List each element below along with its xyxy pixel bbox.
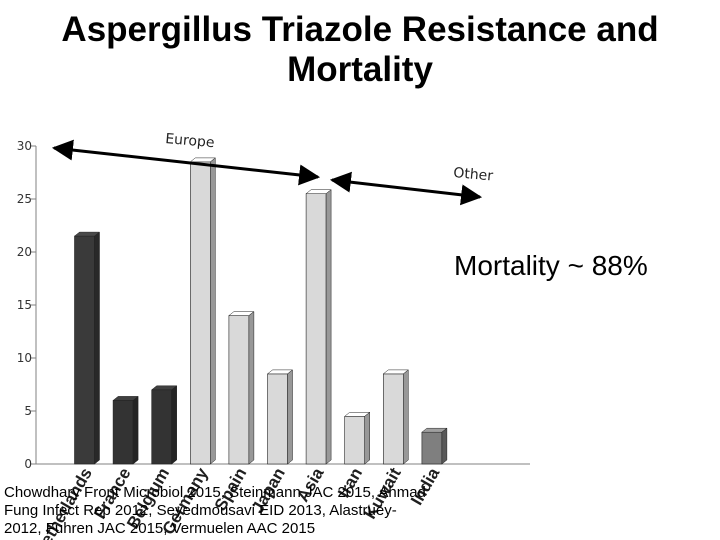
bar-front <box>190 161 211 465</box>
y-tick-label: 30 <box>17 139 32 153</box>
bar-kuwait <box>382 369 410 465</box>
mortality-annotation: Mortality ~ 88% <box>454 250 648 281</box>
y-tick-label: 5 <box>24 404 32 418</box>
y-tick-label: 20 <box>17 245 32 259</box>
bar-belgium <box>150 385 178 465</box>
bar-front <box>151 389 172 465</box>
citation-line-3: 2012, Fuhren JAC 2015, Vermuelen AAC 201… <box>4 520 316 537</box>
bar-iran <box>343 411 371 465</box>
bar-front <box>344 415 366 465</box>
bar-front <box>74 235 95 465</box>
bar-side <box>94 231 100 465</box>
bar-germany <box>189 157 217 465</box>
bar-front <box>228 315 250 465</box>
bar-side <box>364 411 370 465</box>
bar-front <box>267 373 288 465</box>
citation-line-1: Chowdhary Front Microbiol 2015, Steinman… <box>4 484 426 501</box>
y-tick-label: 15 <box>17 298 32 312</box>
bar-front <box>305 193 327 465</box>
bar-layer <box>73 157 448 465</box>
europe-label: Europe <box>165 131 215 151</box>
bar-side <box>287 369 293 465</box>
bar-japan <box>266 369 294 465</box>
bar-front <box>112 400 134 465</box>
title-line-2: Mortality <box>287 50 433 89</box>
arrow-layer: Europe Other <box>51 131 494 206</box>
title-line-1: Aspergillus Triazole Resistance and <box>61 10 659 49</box>
bar-netherlands <box>73 231 101 465</box>
other-label: Other <box>453 165 494 184</box>
bar-side <box>171 385 177 465</box>
bar-side <box>403 369 409 465</box>
y-tick-label: 0 <box>24 457 32 471</box>
bar-side <box>441 427 448 465</box>
bar-front <box>421 431 443 465</box>
y-tick-label: 10 <box>17 351 32 365</box>
citation-line-2: Fung Infect Rep 2012, Seyedmousavi EID 2… <box>4 502 397 519</box>
bar-side <box>248 311 255 465</box>
y-tick-label: 25 <box>17 192 32 206</box>
bar-france <box>112 395 139 465</box>
europe-arrow <box>51 139 321 186</box>
bar-side <box>325 189 332 465</box>
citation: Chowdhary Front Microbiol 2015, Steinman… <box>4 484 444 538</box>
bar-front <box>382 373 404 465</box>
bar-asia <box>305 189 332 465</box>
bar-side <box>210 157 216 465</box>
bar-india <box>421 427 448 465</box>
bar-spain <box>228 311 255 465</box>
axis-layer: 0 5 10 15 20 25 30 <box>17 139 530 471</box>
other-arrow <box>329 171 483 206</box>
chart-title: Aspergillus Triazole Resistance and Mort… <box>0 10 720 90</box>
bar-side <box>132 395 139 465</box>
